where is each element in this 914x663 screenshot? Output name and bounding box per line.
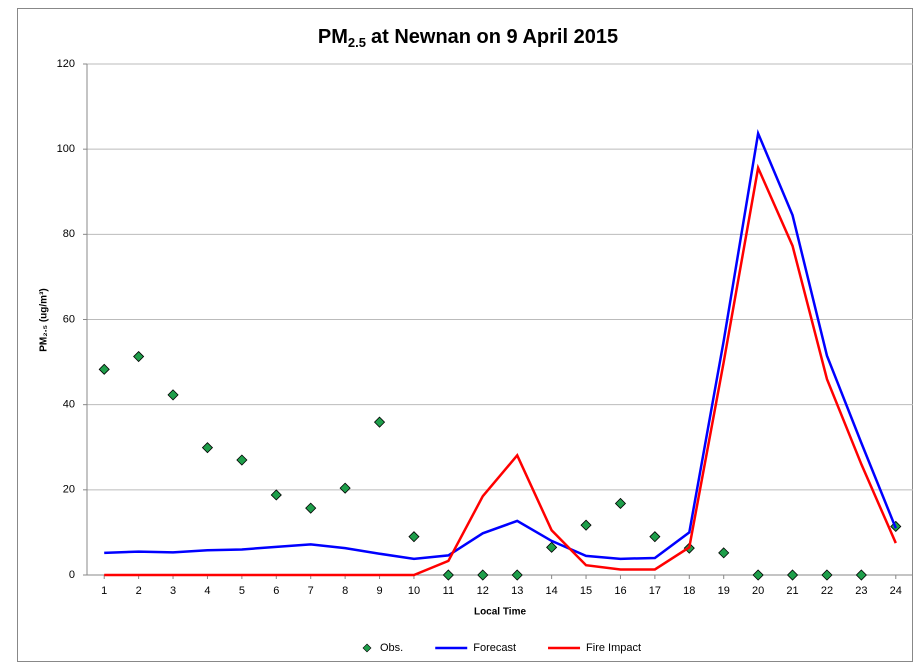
x-tick-label: 17 bbox=[649, 585, 661, 597]
x-tick-label: 13 bbox=[511, 585, 523, 597]
obs-point bbox=[855, 569, 867, 581]
obs-point bbox=[477, 569, 489, 581]
obs-point bbox=[580, 519, 592, 531]
legend-label: Obs. bbox=[380, 642, 403, 654]
obs-point bbox=[133, 350, 145, 363]
obs-point bbox=[786, 569, 799, 581]
obs-point bbox=[649, 531, 661, 543]
title-rest: at Newnan on 9 April 2015 bbox=[371, 26, 618, 48]
x-tick-label: 7 bbox=[308, 585, 314, 597]
x-tick-label: 18 bbox=[683, 585, 695, 597]
x-tick-label: 14 bbox=[546, 585, 558, 597]
legend-label: Fire Impact bbox=[586, 642, 641, 654]
obs-point bbox=[821, 569, 833, 581]
x-tick-label: 10 bbox=[408, 585, 420, 597]
x-tick-label: 15 bbox=[580, 585, 592, 597]
obs-point bbox=[373, 416, 386, 428]
y-tick-label: 20 bbox=[63, 484, 75, 496]
title-sub: 2.5 bbox=[348, 35, 366, 50]
obs-point bbox=[236, 454, 248, 466]
y-tick-label: 80 bbox=[63, 228, 75, 240]
legend-label: Forecast bbox=[473, 642, 516, 654]
y-tick-label: 120 bbox=[57, 58, 75, 70]
obs-point bbox=[546, 541, 558, 553]
x-tick-label: 21 bbox=[786, 585, 798, 597]
obs-point bbox=[442, 569, 454, 581]
x-tick-label: 22 bbox=[821, 585, 833, 597]
chart-title: PM2.5 at Newnan on 9 April 2015 bbox=[318, 26, 618, 50]
x-tick-label: 8 bbox=[342, 585, 348, 597]
x-axis-label: Local Time bbox=[474, 607, 526, 618]
obs-point bbox=[408, 531, 420, 543]
x-tick-label: 12 bbox=[477, 585, 489, 597]
x-tick-label: 1 bbox=[101, 585, 107, 597]
obs-point bbox=[614, 497, 627, 510]
x-tick-label: 19 bbox=[718, 585, 730, 597]
y-tick-label: 100 bbox=[57, 143, 75, 155]
x-tick-label: 20 bbox=[752, 585, 764, 597]
obs-point bbox=[98, 363, 110, 375]
y-axis-label: PM₂.₅ (ug/m³) bbox=[39, 288, 50, 351]
title-main: PM bbox=[318, 26, 348, 48]
obs-point bbox=[752, 569, 764, 581]
x-tick-label: 16 bbox=[614, 585, 626, 597]
y-tick-label: 0 bbox=[69, 569, 75, 581]
obs-point bbox=[167, 389, 179, 401]
chart-border bbox=[17, 8, 913, 662]
obs-point bbox=[201, 442, 214, 454]
obs-point bbox=[511, 569, 523, 581]
legend-marker bbox=[362, 643, 372, 653]
obs-point bbox=[339, 482, 351, 494]
x-tick-label: 9 bbox=[376, 585, 382, 597]
y-tick-label: 40 bbox=[63, 399, 75, 411]
x-tick-label: 3 bbox=[170, 585, 176, 597]
y-tick-label: 60 bbox=[63, 313, 75, 325]
obs-point bbox=[270, 489, 282, 501]
x-tick-label: 5 bbox=[239, 585, 245, 597]
obs-point bbox=[718, 547, 730, 559]
x-tick-label: 24 bbox=[890, 585, 902, 597]
series-line bbox=[104, 128, 897, 561]
x-tick-label: 11 bbox=[443, 585, 454, 597]
x-tick-label: 23 bbox=[855, 585, 867, 597]
series-line bbox=[104, 163, 897, 577]
obs-point bbox=[305, 502, 317, 514]
x-tick-label: 6 bbox=[273, 585, 279, 597]
x-tick-label: 4 bbox=[204, 585, 210, 597]
x-tick-label: 2 bbox=[136, 585, 142, 597]
